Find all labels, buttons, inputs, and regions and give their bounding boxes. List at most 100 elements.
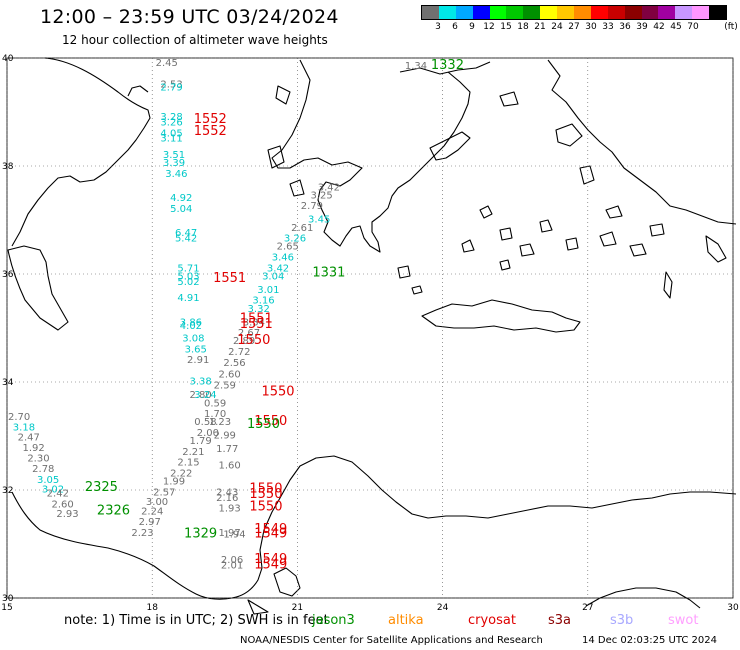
coastline-lesbos <box>555 123 583 147</box>
wave-height-value: 1.99 <box>163 477 185 488</box>
color-swatch <box>489 6 507 19</box>
coastline-cyclades-5 <box>461 239 475 253</box>
legend-item-swot: swot <box>668 613 699 628</box>
coastline-lemnos <box>499 91 519 107</box>
wave-height-value: 0.59 <box>204 398 226 409</box>
wave-height-value: 3.00 <box>146 497 168 508</box>
coastline-cephalonia <box>267 145 285 169</box>
wave-height-value: 2.01 <box>221 560 243 571</box>
wave-height-value: 2.42 <box>47 488 69 499</box>
wave-height-value: 3.05 <box>37 475 59 486</box>
longitude-tick-label: 21 <box>292 603 303 613</box>
legend-item-altika: altika <box>388 613 424 628</box>
wave-height-value: 3.16 <box>252 296 274 307</box>
wave-height-value: 5.02 <box>177 277 199 288</box>
coastline-cyclades-4 <box>539 219 553 233</box>
wave-height-value: 2.97 <box>139 517 161 528</box>
wave-height-value: 2.61 <box>291 223 313 234</box>
color-scale-tick-label: 45 <box>670 22 682 32</box>
wave-height-value: 3.02 <box>42 485 64 496</box>
satellite-pass-label: 1332 <box>431 58 464 73</box>
color-scale-tick-label: 6 <box>452 22 458 32</box>
color-swatch <box>574 6 591 19</box>
coastline-cyclades-7 <box>499 259 511 271</box>
satellite-pass-label: 2326 <box>97 503 130 518</box>
wave-height-value: 6.47 <box>175 228 197 239</box>
wave-height-value: 2.70 <box>8 412 30 423</box>
color-scale-tick-label: 18 <box>517 22 529 32</box>
wave-height-value: 5.03 <box>177 271 199 282</box>
color-scale-tick-label: 3 <box>435 22 441 32</box>
coastline-corfu <box>275 85 291 105</box>
footer-credit: NOAA/NESDIS Center for Satellite Applica… <box>240 635 543 646</box>
satellite-pass-label: 1549 <box>254 522 287 537</box>
satellite-pass-label: 1331 <box>312 266 345 281</box>
satellite-pass-label: 1551 <box>240 317 273 332</box>
wave-height-value: 3.45 <box>308 215 330 226</box>
longitude-tick-label: 18 <box>146 603 158 613</box>
wave-height-value: 5.42 <box>175 234 197 245</box>
color-scale-tick-label: 27 <box>568 22 580 32</box>
color-swatch <box>692 6 710 19</box>
coastline-kythira <box>397 265 411 279</box>
wave-height-value: 2.93 <box>56 509 78 520</box>
satellite-pass-label: 1551 <box>240 312 273 327</box>
wave-height-value: 3.51 <box>163 150 185 161</box>
legend-item-s3b: s3b <box>610 613 634 628</box>
wave-height-value: 3.24 <box>194 390 216 401</box>
coastline-kasos <box>411 285 423 295</box>
color-swatch <box>557 6 575 19</box>
coastline-libya-west <box>11 455 737 600</box>
wave-height-value: 2.15 <box>177 458 199 469</box>
coastline-samos <box>605 205 623 219</box>
latitude-tick-label: 38 <box>2 162 14 172</box>
color-swatch <box>540 6 558 19</box>
wave-height-value: 3.08 <box>182 334 204 345</box>
wave-height-value: 3.26 <box>284 234 306 245</box>
wave-height-value: 2.56 <box>223 358 245 369</box>
satellite-pass-label: 1549 <box>254 557 287 572</box>
latitude-tick-label: 30 <box>2 594 14 604</box>
wave-height-value: 2.00 <box>197 428 219 439</box>
coastline-dodecanese-1 <box>629 243 647 257</box>
wave-height-value: 1.60 <box>219 460 241 471</box>
satellite-pass-label: 1549 <box>254 552 287 567</box>
latitude-tick-label: 40 <box>2 54 14 64</box>
coastline-rhodes <box>705 235 727 263</box>
wave-height-value: 2.80 <box>189 390 211 401</box>
color-scale-tick-label: 15 <box>500 22 512 32</box>
color-scale-tick-label: 21 <box>534 22 546 32</box>
wave-height-value: 3.65 <box>185 344 207 355</box>
wave-height-value: 3.04 <box>262 271 284 282</box>
coastline-sicily <box>7 245 69 331</box>
legend-item-cryosat: cryosat <box>468 613 516 628</box>
coastline-crete <box>421 299 581 333</box>
coastline-cyclades-8 <box>599 231 617 247</box>
wave-height-value: 2.60 <box>52 499 74 510</box>
satellite-pass-label: 1552 <box>194 112 227 127</box>
color-swatch <box>472 6 490 19</box>
wave-height-value: 1.77 <box>216 444 238 455</box>
wave-height-value: 4.05 <box>160 128 182 139</box>
chart-subtitle: 12 hour collection of altimeter wave hei… <box>62 33 328 47</box>
wave-height-value: 2.24 <box>141 506 163 517</box>
wave-height-value: 2.06 <box>221 555 243 566</box>
wave-height-value: 2.30 <box>27 453 49 464</box>
coastlines <box>7 57 737 615</box>
color-swatch <box>624 6 642 19</box>
wave-height-value: 3.32 <box>248 304 270 315</box>
color-scale-tick-label: 24 <box>551 22 563 32</box>
satellite-pass-label: 1329 <box>184 527 217 542</box>
color-scale-tick-label: 33 <box>602 22 614 32</box>
color-swatch <box>523 6 541 19</box>
coastline-zakynthos <box>289 179 305 197</box>
wave-height-value: 3.25 <box>310 190 332 201</box>
wave-height-value: 3.34 <box>243 317 265 328</box>
wave-height-value: 3.11 <box>160 134 182 145</box>
wave-height-value: 4.02 <box>180 321 202 332</box>
wave-height-value: 2.89 <box>233 336 255 347</box>
legend-item-jason3: jason3 <box>312 613 355 628</box>
wave-height-value: 4.92 <box>170 193 192 204</box>
wave-height-value: 2.60 <box>219 370 241 381</box>
wave-height-value: 2.78 <box>32 464 54 475</box>
